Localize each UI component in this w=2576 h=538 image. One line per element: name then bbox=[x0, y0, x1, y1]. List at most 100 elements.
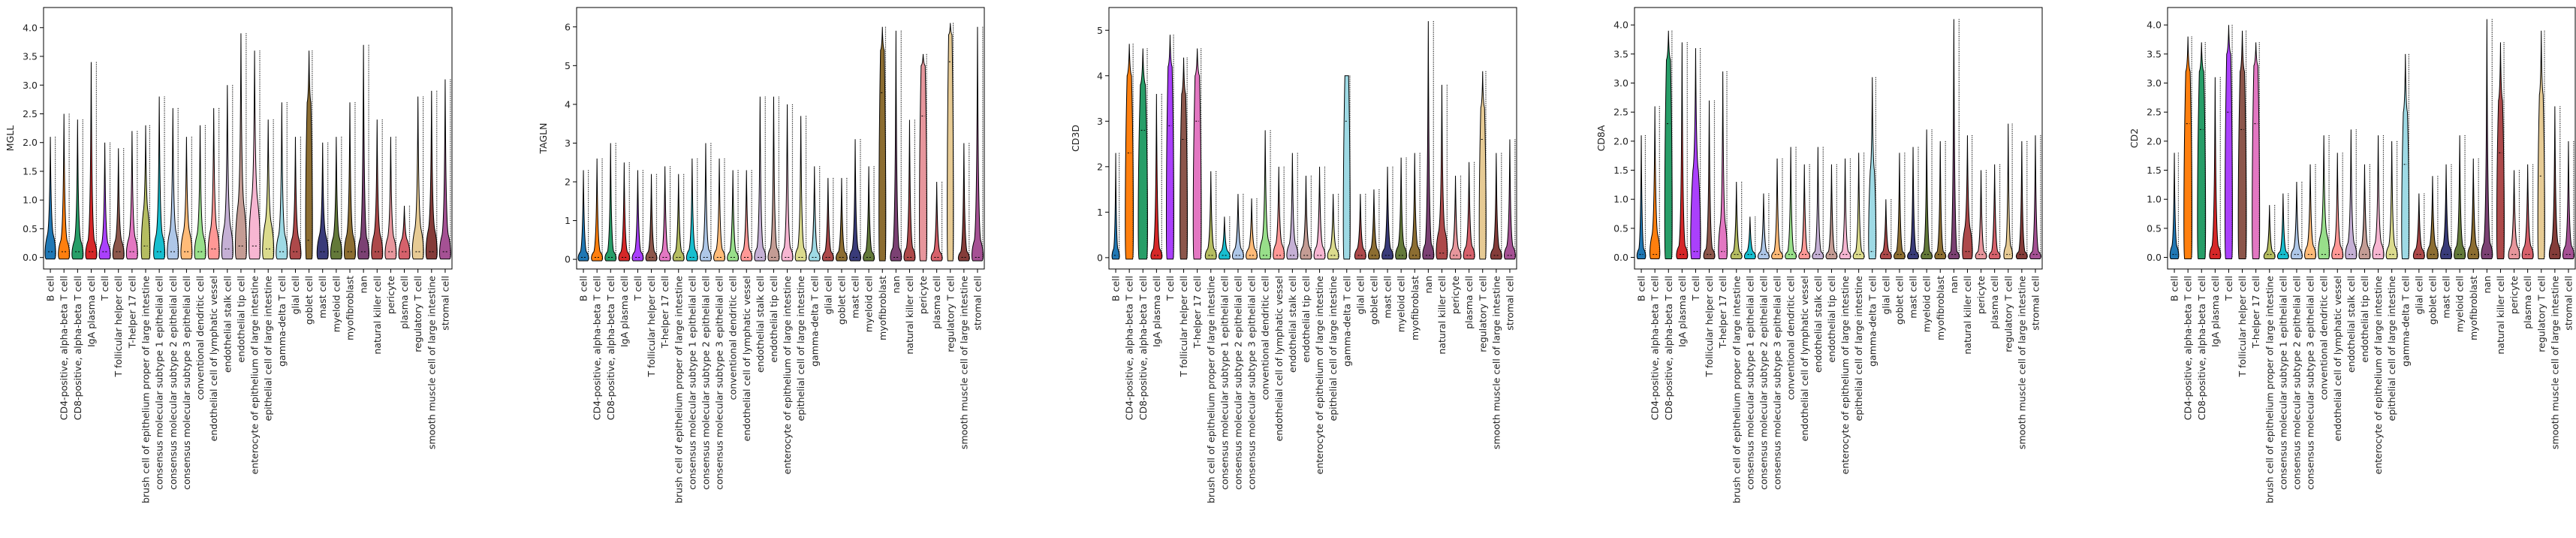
y-tick-label: 4.0 bbox=[23, 22, 38, 33]
violin-18 bbox=[1342, 75, 1351, 260]
y-tick-label: 0.0 bbox=[2147, 252, 2162, 263]
violin-15 bbox=[1300, 175, 1312, 260]
violin-23 bbox=[344, 102, 356, 260]
x-tick-label: glial cell bbox=[1354, 276, 1366, 315]
violin-28 bbox=[1478, 71, 1487, 260]
x-tick-label: consensus molecular subtype 1 epithelial… bbox=[154, 276, 165, 490]
x-tick-label: nan bbox=[890, 276, 902, 294]
violin-16 bbox=[1839, 159, 1851, 260]
violin-26 bbox=[2508, 170, 2520, 260]
x-tick-label: T follicular helper cell bbox=[1178, 276, 1189, 377]
violin-8 bbox=[1730, 181, 1743, 260]
x-tick-label: epithelial cell of large intestine bbox=[1853, 276, 1864, 422]
violin-27 bbox=[2521, 164, 2534, 260]
x-tick-label: natural killer cell bbox=[1436, 276, 1448, 355]
violin-29 bbox=[425, 90, 438, 260]
x-tick-label: brush cell of epithelium proper of large… bbox=[673, 276, 684, 503]
x-tick-label: pericyte bbox=[385, 276, 396, 314]
violin-2 bbox=[1650, 106, 1661, 260]
y-tick-label: 2.5 bbox=[2147, 107, 2162, 118]
violin-30 bbox=[2029, 135, 2041, 260]
x-tick-label: gamma-delta T cell bbox=[809, 276, 820, 367]
violin-14 bbox=[1286, 153, 1299, 260]
x-tick-label: CD8-positive, alpha-beta T cell bbox=[1663, 276, 1674, 420]
violin-1 bbox=[44, 137, 56, 260]
x-tick-label: regulatory T cell bbox=[1477, 276, 1488, 352]
violin-3 bbox=[1137, 48, 1148, 260]
x-tick-label: goblet cell bbox=[1894, 276, 1905, 325]
y-tick-label: 3.0 bbox=[23, 80, 38, 91]
violin-11 bbox=[2304, 164, 2316, 260]
violin-9 bbox=[153, 96, 166, 260]
violin-11 bbox=[180, 137, 193, 260]
violin-13 bbox=[740, 170, 753, 261]
violin-26 bbox=[384, 137, 397, 260]
violin-24 bbox=[1422, 21, 1435, 260]
violin-24 bbox=[357, 44, 370, 260]
violin-5 bbox=[2224, 25, 2233, 260]
x-tick-label: smooth muscle cell of large intestine bbox=[426, 276, 437, 449]
y-tick-label: 0.5 bbox=[1613, 222, 1628, 234]
violin-2 bbox=[2183, 36, 2193, 260]
violin-14 bbox=[1812, 147, 1824, 260]
x-tick-label: mast cell bbox=[317, 276, 328, 319]
violin-12 bbox=[2318, 135, 2330, 260]
violin-29 bbox=[2548, 106, 2561, 260]
x-tick-label: CD4-positive, alpha-beta T cell bbox=[1124, 276, 1135, 420]
y-tick-label: 2.0 bbox=[23, 137, 38, 148]
violin-8 bbox=[140, 125, 151, 260]
x-tick-label: natural killer cell bbox=[904, 276, 915, 355]
violin-24 bbox=[2481, 19, 2493, 260]
x-tick-label: T-helper 17 cell bbox=[2250, 276, 2261, 349]
x-tick-label: stromal cell bbox=[439, 276, 450, 331]
x-tick-label: endothelial tip cell bbox=[2359, 276, 2370, 363]
axes-frame bbox=[576, 7, 985, 270]
x-tick-label: natural killer cell bbox=[1962, 276, 1973, 355]
violin-19 bbox=[289, 137, 302, 260]
violin-1 bbox=[577, 170, 589, 261]
violin-20 bbox=[1894, 153, 1906, 260]
violin-11 bbox=[713, 159, 725, 261]
x-tick-label: IgA plasma cell bbox=[2210, 276, 2221, 347]
violin-29 bbox=[957, 143, 970, 261]
violin-30 bbox=[1504, 139, 1516, 260]
x-tick-label: endothelial stalk cell bbox=[221, 276, 233, 373]
violin-5 bbox=[1165, 35, 1174, 260]
violin-15 bbox=[234, 33, 247, 260]
violin-21 bbox=[1381, 166, 1393, 260]
x-tick-label: enterocyte of epithelium of large intest… bbox=[1314, 276, 1325, 475]
violin-8 bbox=[1204, 171, 1217, 260]
x-tick-label: pericyte bbox=[2508, 276, 2520, 314]
violin-29 bbox=[1490, 153, 1502, 260]
x-tick-label: consensus molecular subtype 1 epithelial… bbox=[686, 276, 697, 490]
x-tick-label: myofibroblast bbox=[1935, 276, 1946, 340]
y-tick-label: 1.5 bbox=[2147, 165, 2162, 176]
violin-7 bbox=[658, 166, 671, 261]
violin-9 bbox=[2276, 193, 2289, 260]
x-tick-label: nan bbox=[1948, 276, 1960, 294]
y-axis-label: TAGLN bbox=[538, 123, 549, 155]
x-tick-label: nan bbox=[358, 276, 369, 294]
violin-10 bbox=[167, 107, 179, 260]
x-tick-label: endothelial cell of lymphatic vessel bbox=[2332, 276, 2343, 441]
violin-21 bbox=[316, 142, 329, 260]
y-tick-label: 2.0 bbox=[2147, 135, 2162, 147]
violin-27 bbox=[398, 205, 411, 260]
violin-15 bbox=[1825, 164, 1838, 260]
violin-12 bbox=[194, 125, 206, 260]
x-tick-label: endothelial stalk cell bbox=[1287, 276, 1298, 373]
x-tick-label: plasma cell bbox=[931, 276, 942, 329]
x-tick-label: smooth muscle cell of large intestine bbox=[1490, 276, 1502, 449]
violin-17 bbox=[262, 119, 275, 260]
x-tick-label: endothelial cell of lymphatic vessel bbox=[208, 276, 219, 441]
violin-6 bbox=[645, 174, 658, 261]
x-tick-label: pericyte bbox=[1450, 276, 1461, 314]
x-tick-label: goblet cell bbox=[1368, 276, 1379, 325]
violin-9 bbox=[685, 159, 698, 261]
violin-22 bbox=[1921, 129, 1933, 260]
violin-19 bbox=[1879, 199, 1892, 260]
axes-frame bbox=[2167, 7, 2576, 270]
violin-11 bbox=[1771, 159, 1783, 260]
violin-26 bbox=[1449, 175, 1462, 260]
axes-frame bbox=[1634, 7, 2043, 270]
